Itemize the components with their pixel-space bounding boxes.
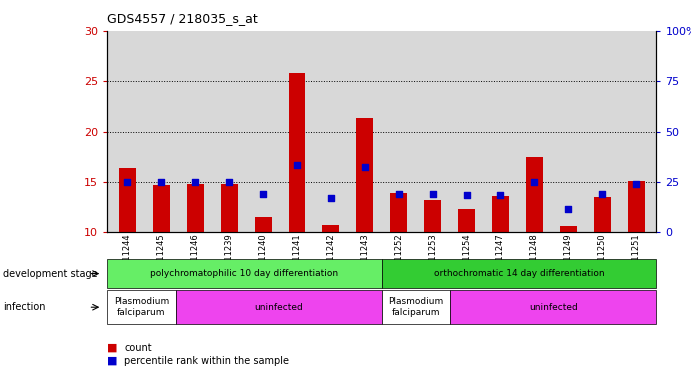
- Text: uninfected: uninfected: [254, 303, 303, 312]
- Text: ■: ■: [107, 356, 117, 366]
- Point: [190, 179, 201, 185]
- Text: ■: ■: [107, 343, 117, 353]
- Text: Plasmodium
falciparum: Plasmodium falciparum: [114, 298, 169, 317]
- Bar: [323, 225, 339, 232]
- Point: [359, 164, 370, 170]
- Point: [631, 181, 642, 187]
- Bar: [560, 226, 577, 232]
- Text: count: count: [124, 343, 152, 353]
- Point: [529, 179, 540, 185]
- Text: polychromatophilic 10 day differentiation: polychromatophilic 10 day differentiatio…: [151, 269, 339, 278]
- Text: percentile rank within the sample: percentile rank within the sample: [124, 356, 290, 366]
- Bar: [492, 196, 509, 232]
- Bar: [187, 184, 204, 232]
- Point: [562, 206, 574, 212]
- Point: [596, 191, 607, 197]
- Point: [427, 191, 438, 197]
- Bar: [594, 197, 611, 232]
- Text: uninfected: uninfected: [529, 303, 578, 312]
- Point: [292, 162, 303, 168]
- Bar: [357, 118, 373, 232]
- Point: [325, 195, 337, 201]
- Point: [156, 179, 167, 185]
- Bar: [220, 184, 238, 232]
- Text: Plasmodium
falciparum: Plasmodium falciparum: [388, 298, 444, 317]
- Bar: [458, 209, 475, 232]
- Point: [224, 179, 235, 185]
- Bar: [119, 168, 136, 232]
- Point: [258, 191, 269, 197]
- Bar: [289, 73, 305, 232]
- Text: GDS4557 / 218035_s_at: GDS4557 / 218035_s_at: [107, 12, 258, 25]
- Bar: [390, 193, 407, 232]
- Text: orthochromatic 14 day differentiation: orthochromatic 14 day differentiation: [434, 269, 605, 278]
- Bar: [424, 200, 441, 232]
- Point: [393, 191, 404, 197]
- Bar: [153, 185, 170, 232]
- Point: [122, 179, 133, 185]
- Text: development stage: development stage: [3, 268, 98, 279]
- Bar: [627, 181, 645, 232]
- Text: infection: infection: [3, 302, 46, 312]
- Point: [495, 192, 506, 198]
- Point: [461, 192, 472, 198]
- Bar: [254, 217, 272, 232]
- Bar: [526, 157, 543, 232]
